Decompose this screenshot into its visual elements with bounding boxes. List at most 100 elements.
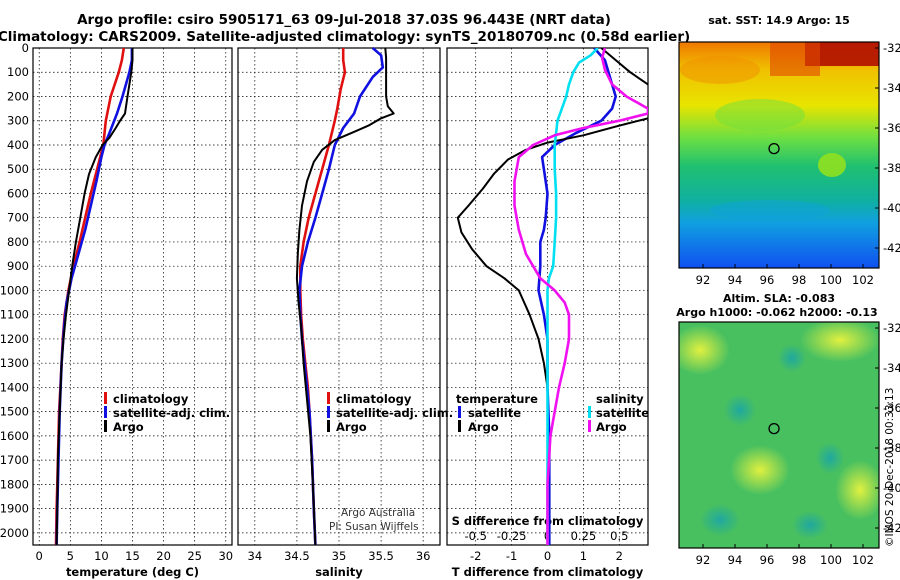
depth-tick-label: 700: [7, 211, 29, 225]
legend-swatch-satellite: [327, 406, 330, 418]
sst-patch: [818, 153, 846, 177]
map-x-tick-label: 92: [696, 273, 711, 287]
x-tick-label: 35.5: [368, 549, 394, 563]
legend-swatch-argo: [104, 420, 107, 432]
salinity-legend: climatology satellite-adj. clim. Argo Ar…: [327, 392, 453, 533]
map-x-tick-label: 92: [696, 553, 711, 567]
depth-tick-label: 1700: [0, 453, 29, 467]
argo-float-marker: [768, 142, 780, 155]
map-y-tick-label: -38: [883, 161, 900, 175]
sst-patch: [715, 99, 805, 131]
map-y-tick-label: -38: [883, 441, 900, 455]
s-diff-tick-label: -0.25: [497, 529, 527, 543]
temperature-profile-panel: 0100200300400500600700800900100011001200…: [0, 41, 233, 579]
x-tick-label: 36: [416, 549, 431, 563]
x-tick-label: 20: [156, 549, 171, 563]
depth-tick-label: 600: [7, 186, 29, 200]
legend-label-argo: Argo: [113, 420, 144, 434]
map-x-tick-label: 94: [728, 273, 743, 287]
x-tick-label: 0: [36, 549, 43, 563]
plot-frame: [237, 47, 441, 546]
depth-tick-label: 1000: [0, 283, 29, 297]
series-line-climatology: [298, 48, 347, 546]
x-axis-label: temperature (deg C): [66, 565, 199, 579]
figure-title-line1: Argo profile: csiro 5905171_63 09-Jul-20…: [77, 12, 611, 28]
sla-high: [800, 322, 879, 362]
map-x-tick-label: 98: [792, 273, 807, 287]
sst-map-axes: 92 94 96 98 100 102 -32 -34 -36 -38 -40 -42: [678, 41, 900, 287]
x-tick-label: 25: [187, 549, 202, 563]
series-line-argo: [55, 48, 134, 546]
map-x-tick-label: 96: [760, 273, 775, 287]
x-tick-label: 10: [94, 549, 109, 563]
legend-swatch-s-argo: [588, 420, 591, 432]
map-y-tick-label: -32: [883, 321, 900, 335]
depth-tick-label: 400: [7, 138, 29, 152]
legend-swatch-satellite: [104, 406, 107, 418]
legend-title-salinity: salinity: [596, 392, 644, 406]
x-tick-label: 35: [332, 549, 347, 563]
depth-tick-label: 1600: [0, 429, 29, 443]
legend-label-s-argo: Argo: [596, 420, 627, 434]
map-x-tick-label: 100: [820, 273, 842, 287]
sla-low: [778, 344, 806, 372]
map-x-tick-label: 98: [792, 553, 807, 567]
sst-map-title: sat. SST: 14.9 Argo: 15: [708, 14, 850, 27]
legend-swatch-s-satellite: [588, 406, 591, 418]
sla-low: [700, 504, 740, 536]
depth-tick-label: 900: [7, 259, 29, 273]
s-diff-tick-label: -0.5: [464, 529, 486, 543]
depth-tick-label: 200: [7, 89, 29, 103]
map-y-tick-label: -36: [883, 121, 900, 135]
map-x-tick-label: 102: [852, 273, 874, 287]
sst-patch: [710, 200, 830, 220]
series-line-s-argo: [513, 48, 648, 545]
difference-legend: temperature salinity satellite Argo sate…: [456, 392, 649, 434]
series-line-argo: [295, 47, 395, 546]
map-y-tick-label: -40: [883, 201, 900, 215]
sla-low: [792, 511, 828, 539]
legend-swatch-climatology: [104, 392, 107, 404]
legend-title-temperature: temperature: [456, 392, 538, 406]
legend-swatch-t-argo: [458, 420, 461, 432]
map-y-tick-label: -34: [883, 81, 900, 95]
legend-label-s-satellite: satellite: [596, 406, 649, 420]
x-tick-label: 34.5: [284, 549, 310, 563]
legend-swatch-climatology: [327, 392, 330, 404]
depth-tick-label: 1300: [0, 356, 29, 370]
depth-tick-label: 1200: [0, 332, 29, 346]
map-x-tick-label: 96: [760, 553, 775, 567]
temperature-legend: climatology satellite-adj. clim. Argo: [104, 392, 230, 434]
s-diff-tick-label: 0.25: [571, 529, 597, 543]
legend-swatch-argo: [327, 420, 330, 432]
salinity-profile-panel: 34 34.5 35 35.5 36 salinity: [237, 47, 441, 579]
x-tick-label: -1: [506, 549, 517, 563]
legend-label-satellite: satellite-adj. clim.: [336, 406, 453, 420]
map-y-tick-label: -32: [883, 41, 900, 55]
legend-label-climatology: climatology: [113, 392, 189, 406]
depth-tick-label: 1400: [0, 380, 29, 394]
credit-line1: Argo Australia: [341, 507, 415, 519]
sla-high: [730, 445, 790, 495]
sst-map: [679, 42, 879, 268]
x-tick-label: 1: [580, 549, 587, 563]
legend-label-satellite: satellite-adj. clim.: [113, 406, 230, 420]
depth-tick-label: 0: [22, 41, 29, 55]
sla-low: [816, 442, 844, 474]
imos-watermark: ©IMOS 20-Dec-2018 00:33:13: [884, 388, 896, 547]
sla-map-axes: 92 94 96 98 100 102 -32 -34 -36 -38 -40 -42: [678, 321, 900, 567]
depth-tick-label: 1100: [0, 308, 29, 322]
sst-warm-patch: [680, 56, 760, 84]
depth-tick-label: 1500: [0, 405, 29, 419]
map-y-tick-label: -36: [883, 401, 900, 415]
map-x-tick-label: 94: [728, 553, 743, 567]
x-axis-label: salinity: [315, 565, 363, 579]
sla-map: [679, 322, 879, 548]
credit-line2: PI: Susan Wijffels: [329, 521, 419, 533]
depth-tick-label: 800: [7, 235, 29, 249]
series-line-satellite-adj-clim-: [298, 47, 385, 546]
depth-tick-label: 300: [7, 114, 29, 128]
sla-high: [679, 325, 730, 375]
legend-label-t-argo: Argo: [468, 420, 499, 434]
